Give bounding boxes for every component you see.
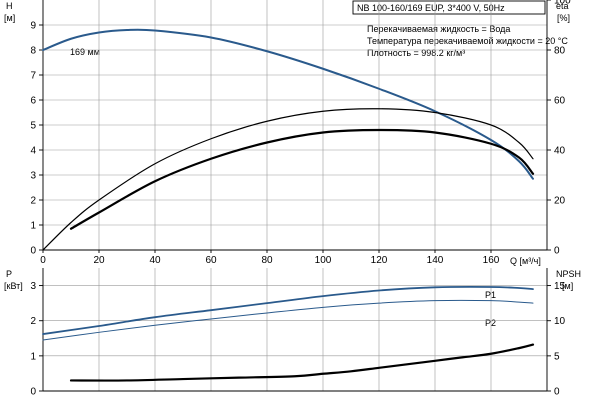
left-tick-label: 2 [30, 316, 36, 327]
x-tick-label: 80 [261, 255, 273, 266]
power-axis-label: P [6, 269, 12, 279]
density-info: Плотность = 998.2 кг/м³ [367, 48, 465, 58]
x-tick-label: 40 [149, 255, 161, 266]
left-tick-label: 6 [30, 96, 36, 107]
series-line-lower-2 [69, 343, 535, 382]
right-tick-label: 0 [554, 246, 560, 257]
left-tick-label: 8 [30, 46, 36, 57]
flow-axis-label: Q [м³/ч] [510, 256, 541, 266]
head-axis-unit: [м] [4, 13, 15, 23]
left-tick-label: 3 [30, 281, 36, 292]
npsh-axis-unit: [м] [562, 281, 573, 291]
left-tick-label: 1 [30, 221, 36, 232]
x-tick-label: 60 [205, 255, 217, 266]
right-tick-label: 5 [554, 351, 560, 362]
left-tick-label: 7 [30, 71, 36, 82]
x-tick-label: 100 [315, 255, 332, 266]
efficiency-axis-unit: [%] [557, 13, 570, 23]
series-line-upper-2 [69, 128, 535, 230]
left-tick-label: 2 [30, 196, 36, 207]
right-tick-label: 0 [554, 387, 560, 398]
right-tick-label: 15 [554, 281, 566, 292]
impeller-diameter-label: 169 мм [70, 47, 100, 57]
right-tick-label: 60 [554, 96, 566, 107]
left-tick-label: 3 [30, 171, 36, 182]
right-tick-label: 20 [554, 196, 566, 207]
x-tick-label: 120 [371, 255, 388, 266]
right-tick-label: 10 [554, 316, 566, 327]
series-line-p2 [42, 299, 534, 341]
x-tick-label: 0 [40, 255, 46, 266]
x-tick-label: 140 [427, 255, 444, 266]
series-line-upper-0 [42, 28, 534, 180]
series-line-upper-1 [42, 108, 534, 251]
p1-label: P1 [485, 290, 496, 300]
series-line-p1 [42, 285, 534, 335]
right-tick-label: 80 [554, 46, 566, 57]
left-tick-label: 4 [30, 146, 36, 157]
chart-title: NB 100-160/169 EUP, 3*400 V, 50Hz [357, 3, 505, 13]
left-tick-label: 0 [30, 387, 36, 398]
fluid-info: Перекачиваемая жидкость = Вода [367, 24, 510, 34]
left-tick-label: 5 [30, 121, 36, 132]
left-tick-label: 1 [30, 351, 36, 362]
title-box [352, 0, 546, 15]
left-tick-label: 9 [30, 21, 36, 32]
left-tick-label: 0 [30, 246, 36, 257]
x-tick-label: 20 [93, 255, 105, 266]
p2-label: P2 [485, 318, 496, 328]
npsh-axis-label: NPSH [556, 269, 581, 279]
head-axis-label: H [6, 1, 13, 11]
x-tick-label: 160 [483, 255, 500, 266]
right-tick-label: 100 [554, 0, 571, 7]
power-axis-unit: [кВт] [4, 281, 23, 291]
right-tick-label: 40 [554, 146, 566, 157]
efficiency-axis-label: eta [556, 1, 569, 11]
temperature-info: Температура перекачиваемой жидкости = 20… [367, 36, 568, 46]
